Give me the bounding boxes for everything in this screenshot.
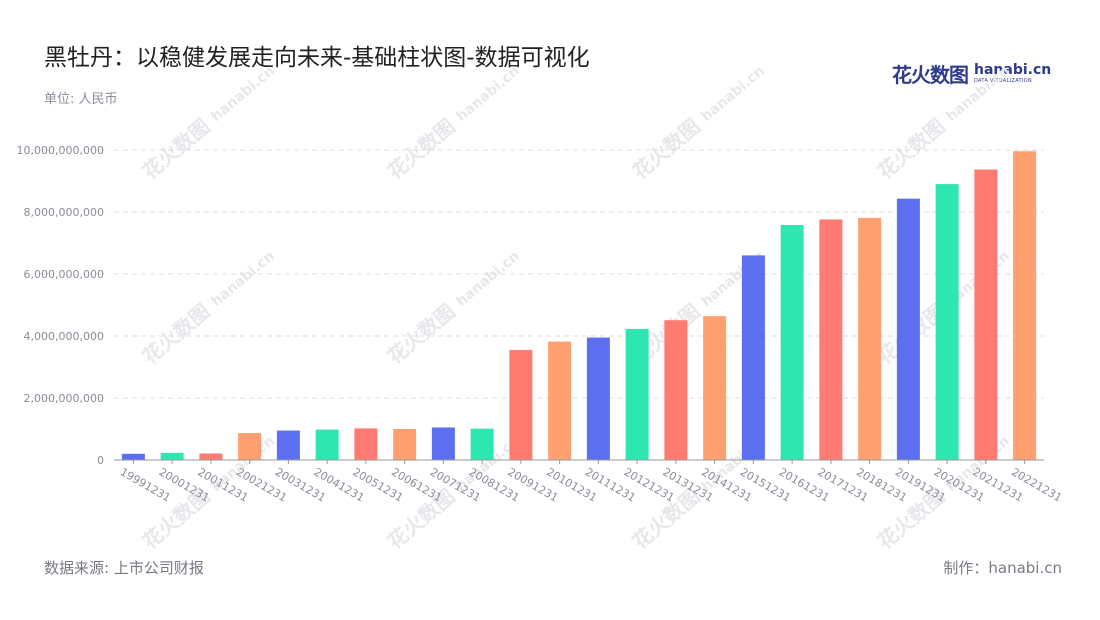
bar bbox=[819, 219, 843, 460]
watermark-en: hanabi.cn bbox=[453, 248, 522, 310]
bar bbox=[238, 433, 262, 460]
bar bbox=[703, 316, 727, 460]
credit-text: 制作：hanabi.cn bbox=[943, 559, 1062, 577]
bar bbox=[276, 430, 300, 460]
bar bbox=[896, 198, 920, 461]
bar bbox=[548, 341, 572, 460]
logo-sub-text: DATA VISUALIZATION bbox=[974, 77, 1032, 84]
logo-en-text: hanabi.cn bbox=[974, 61, 1052, 78]
bar bbox=[586, 337, 610, 460]
y-tick-label: 10,000,000,000 bbox=[17, 144, 104, 157]
bar bbox=[354, 428, 378, 460]
watermark-en: hanabi.cn bbox=[698, 63, 767, 125]
watermark-cn: 花火数图 bbox=[138, 114, 215, 184]
bar bbox=[1013, 151, 1037, 461]
logo-en-block: hanabi.cn DATA VISUALIZATION bbox=[974, 63, 1051, 84]
bars bbox=[121, 151, 1037, 461]
bar bbox=[935, 184, 959, 460]
watermark-en: hanabi.cn bbox=[208, 248, 277, 310]
bar bbox=[199, 453, 223, 460]
watermark-en: hanabi.cn bbox=[453, 63, 522, 125]
unit-label: 单位: 人民币 bbox=[44, 92, 118, 107]
bar bbox=[509, 349, 533, 460]
y-tick-label: 6,000,000,000 bbox=[24, 268, 104, 281]
watermark-en: hanabi.cn bbox=[943, 63, 1012, 125]
watermark-cn: 花火数图 bbox=[138, 299, 215, 369]
bar bbox=[121, 453, 145, 460]
watermark-en: hanabi.cn bbox=[208, 63, 277, 125]
brand-logo: 花火数图 hanabi.cn DATA VISUALIZATION bbox=[892, 58, 1051, 88]
watermark-cn: 花火数图 bbox=[628, 114, 705, 184]
grid-lines bbox=[114, 149, 1044, 399]
bar bbox=[664, 320, 688, 460]
logo-cn-text: 花火数图 bbox=[892, 62, 969, 87]
bar bbox=[974, 169, 998, 460]
y-tick-label: 8,000,000,000 bbox=[24, 206, 104, 219]
page-title: 黑牡丹：以稳健发展走向未来-基础柱状图-数据可视化 bbox=[44, 45, 590, 71]
bar bbox=[780, 225, 804, 460]
bar bbox=[160, 452, 184, 460]
bar bbox=[741, 255, 765, 460]
bar bbox=[315, 429, 339, 460]
y-axis: 0 2,000,000,000 4,000,000,000 6,000,000,000… bbox=[17, 144, 104, 467]
watermark-cn: 花火数图 bbox=[873, 114, 950, 184]
bar bbox=[625, 328, 649, 460]
y-tick-label: 4,000,000,000 bbox=[24, 330, 104, 343]
watermark-cn: 花火数图 bbox=[383, 299, 460, 369]
data-source: 数据来源: 上市公司财报 bbox=[44, 559, 204, 577]
bar bbox=[470, 428, 494, 460]
y-tick-label: 0 bbox=[97, 454, 104, 467]
bar bbox=[858, 217, 882, 460]
bar bbox=[393, 429, 417, 460]
bar bbox=[431, 427, 455, 460]
watermark-cn: 花火数图 bbox=[383, 114, 460, 184]
y-tick-label: 2,000,000,000 bbox=[24, 392, 104, 405]
